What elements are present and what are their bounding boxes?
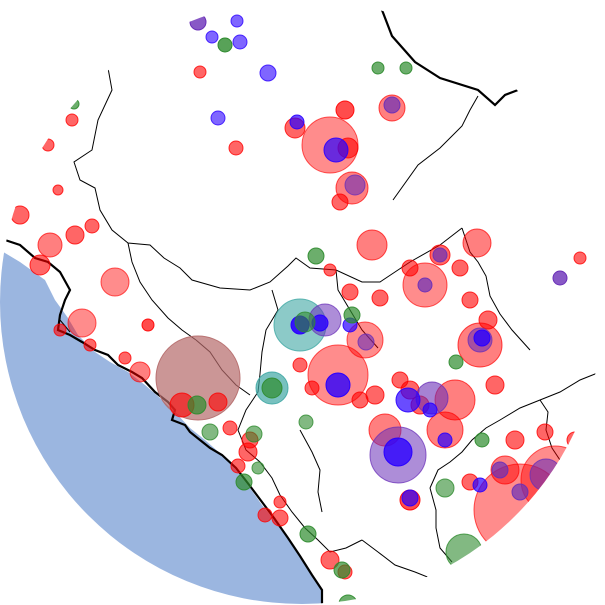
green-marker[interactable] <box>435 478 455 498</box>
green-marker[interactable] <box>343 306 361 324</box>
purple-marker[interactable] <box>344 174 366 196</box>
purple-marker[interactable] <box>511 483 529 501</box>
red-marker[interactable] <box>53 323 67 337</box>
red-marker[interactable] <box>83 338 97 352</box>
green-marker[interactable] <box>294 311 316 333</box>
blue-marker[interactable] <box>422 402 438 418</box>
green-marker[interactable] <box>245 425 263 443</box>
purple-marker[interactable] <box>357 333 375 351</box>
green-marker[interactable] <box>201 423 219 441</box>
purple-marker[interactable] <box>383 96 401 114</box>
red-marker[interactable] <box>473 463 567 557</box>
red-marker[interactable] <box>100 267 130 297</box>
red-marker[interactable] <box>292 357 308 373</box>
blue-marker[interactable] <box>205 30 219 44</box>
red-marker[interactable] <box>65 113 79 127</box>
red-marker[interactable] <box>228 140 244 156</box>
red-marker[interactable] <box>371 289 389 307</box>
blue-marker[interactable] <box>401 489 419 507</box>
blue-marker[interactable] <box>473 329 491 347</box>
green-marker[interactable] <box>68 98 80 110</box>
blue-marker[interactable] <box>232 34 248 50</box>
red-marker[interactable] <box>257 507 273 523</box>
red-marker[interactable] <box>271 509 289 527</box>
blue-marker[interactable] <box>230 14 244 28</box>
red-marker[interactable] <box>341 283 359 301</box>
green-marker[interactable] <box>298 414 314 430</box>
red-marker[interactable] <box>320 550 340 570</box>
blue-marker[interactable] <box>383 437 413 467</box>
red-marker[interactable] <box>335 100 355 120</box>
purple-marker[interactable] <box>189 13 207 31</box>
red-marker[interactable] <box>129 361 151 383</box>
red-marker[interactable] <box>478 310 498 330</box>
green-marker[interactable] <box>448 354 464 370</box>
red-marker[interactable] <box>29 254 51 276</box>
red-marker[interactable] <box>193 65 207 79</box>
red-marker[interactable] <box>505 430 525 450</box>
green-marker[interactable] <box>371 61 385 75</box>
green-marker[interactable] <box>445 533 483 571</box>
red-marker[interactable] <box>323 263 337 277</box>
green-marker[interactable] <box>261 377 283 399</box>
red-marker[interactable] <box>356 229 388 261</box>
green-marker[interactable] <box>474 432 490 448</box>
blue-marker[interactable] <box>323 137 349 163</box>
green-marker[interactable] <box>399 61 413 75</box>
green-marker[interactable] <box>235 473 253 491</box>
green-marker[interactable] <box>187 395 207 415</box>
blue-marker[interactable] <box>210 110 226 126</box>
red-marker[interactable] <box>84 218 100 234</box>
green-marker[interactable] <box>307 247 325 265</box>
red-marker[interactable] <box>230 458 246 474</box>
blue-marker[interactable] <box>289 114 305 130</box>
red-marker[interactable] <box>65 225 85 245</box>
red-marker[interactable] <box>52 184 64 196</box>
purple-marker[interactable] <box>491 461 509 479</box>
red-marker[interactable] <box>304 380 320 396</box>
coastline-north <box>380 9 519 107</box>
purple-marker[interactable] <box>432 247 448 263</box>
red-marker[interactable] <box>461 291 479 309</box>
green-marker[interactable] <box>217 37 233 53</box>
red-marker[interactable] <box>351 391 369 409</box>
red-marker[interactable] <box>573 251 587 265</box>
red-marker[interactable] <box>426 411 464 449</box>
red-marker[interactable] <box>401 259 419 277</box>
red-marker[interactable] <box>273 495 287 509</box>
red-marker[interactable] <box>462 228 492 258</box>
red-marker[interactable] <box>208 392 228 412</box>
purple-marker[interactable] <box>552 270 568 286</box>
green-marker[interactable] <box>338 594 358 605</box>
red-marker[interactable] <box>10 205 30 225</box>
red-marker[interactable] <box>141 318 155 332</box>
blue-marker[interactable] <box>395 387 421 413</box>
red-marker[interactable] <box>566 431 584 449</box>
blue-marker[interactable] <box>437 432 453 448</box>
green-marker[interactable] <box>333 561 351 579</box>
blue-marker[interactable] <box>325 372 351 398</box>
blue-marker[interactable] <box>259 64 277 82</box>
purple-marker[interactable] <box>417 277 433 293</box>
red-marker[interactable] <box>451 259 469 277</box>
red-marker[interactable] <box>67 308 97 338</box>
green-marker[interactable] <box>299 525 317 543</box>
green-marker[interactable] <box>251 461 265 475</box>
red-marker[interactable] <box>118 351 132 365</box>
blue-marker[interactable] <box>472 477 488 493</box>
purple-marker[interactable] <box>529 458 563 492</box>
red-marker[interactable] <box>331 193 349 211</box>
red-marker[interactable] <box>485 375 505 395</box>
red-marker[interactable] <box>41 138 55 152</box>
red-marker[interactable] <box>37 232 63 258</box>
red-marker[interactable] <box>222 420 238 436</box>
red-marker[interactable] <box>391 371 409 389</box>
red-marker[interactable] <box>365 385 385 405</box>
red-marker[interactable] <box>536 423 554 441</box>
